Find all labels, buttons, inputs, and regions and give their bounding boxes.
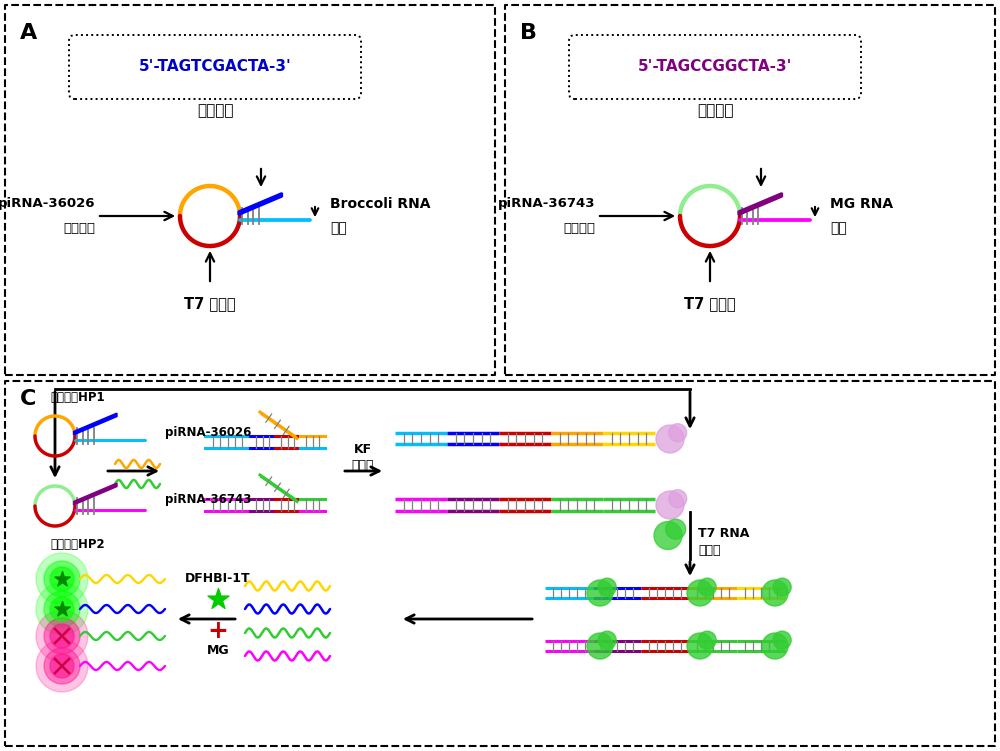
FancyBboxPatch shape <box>569 35 861 99</box>
Text: 聚合酶: 聚合酶 <box>698 544 720 557</box>
Circle shape <box>50 654 74 678</box>
Text: 发夹探针HP1: 发夹探针HP1 <box>50 391 105 404</box>
Circle shape <box>666 519 686 539</box>
Circle shape <box>762 633 788 659</box>
Point <box>54 603 70 615</box>
Circle shape <box>773 631 791 649</box>
Circle shape <box>50 624 74 648</box>
Text: MG RNA: MG RNA <box>830 197 893 211</box>
Circle shape <box>669 424 687 442</box>
Circle shape <box>36 610 88 662</box>
Text: Broccoli RNA: Broccoli RNA <box>330 197 430 211</box>
Text: piRNA-36743: piRNA-36743 <box>498 198 595 210</box>
Point <box>54 573 70 585</box>
Circle shape <box>50 567 74 591</box>
Circle shape <box>36 553 88 605</box>
Circle shape <box>44 561 80 597</box>
Circle shape <box>598 578 616 596</box>
Text: 发夹探针HP2: 发夹探针HP2 <box>50 538 105 551</box>
Text: 识别位点: 识别位点 <box>563 222 595 234</box>
FancyBboxPatch shape <box>69 35 361 99</box>
Text: 模板: 模板 <box>330 221 347 235</box>
Text: C: C <box>20 389 36 409</box>
Text: 回文序列: 回文序列 <box>197 104 233 119</box>
Circle shape <box>698 578 716 596</box>
Text: piRNA-36743: piRNA-36743 <box>165 493 251 505</box>
Text: piRNA-36026: piRNA-36026 <box>165 427 251 439</box>
Circle shape <box>587 633 613 659</box>
Text: 识别位点: 识别位点 <box>63 222 95 234</box>
Text: KF: KF <box>354 443 372 456</box>
Circle shape <box>773 578 791 596</box>
Text: 模板: 模板 <box>830 221 847 235</box>
Circle shape <box>698 631 716 649</box>
Circle shape <box>587 580 613 606</box>
Circle shape <box>44 618 80 654</box>
Text: T7 启动子: T7 启动子 <box>684 296 736 311</box>
Circle shape <box>44 591 80 627</box>
Circle shape <box>36 583 88 635</box>
Text: 5'-TAGCCGGCTA-3': 5'-TAGCCGGCTA-3' <box>638 59 792 74</box>
Text: T7 启动子: T7 启动子 <box>184 296 236 311</box>
Text: 回文序列: 回文序列 <box>697 104 733 119</box>
Text: A: A <box>20 23 37 43</box>
Circle shape <box>36 640 88 692</box>
Circle shape <box>687 580 713 606</box>
Text: MG: MG <box>207 644 229 657</box>
Text: +: + <box>208 619 228 643</box>
Circle shape <box>50 597 74 621</box>
Text: DFHBI-1T: DFHBI-1T <box>185 572 251 586</box>
Circle shape <box>687 633 713 659</box>
Text: T7 RNA: T7 RNA <box>698 527 749 540</box>
Point <box>210 593 226 605</box>
Circle shape <box>654 521 682 550</box>
Text: B: B <box>520 23 537 43</box>
Text: piRNA-36026: piRNA-36026 <box>0 198 95 210</box>
Circle shape <box>656 425 684 453</box>
Text: 聚合酶: 聚合酶 <box>352 459 374 472</box>
Circle shape <box>44 648 80 684</box>
Text: 5'-TAGTCGACTA-3': 5'-TAGTCGACTA-3' <box>139 59 291 74</box>
Circle shape <box>669 490 687 508</box>
Circle shape <box>656 491 684 519</box>
Circle shape <box>762 580 788 606</box>
Circle shape <box>598 631 616 649</box>
